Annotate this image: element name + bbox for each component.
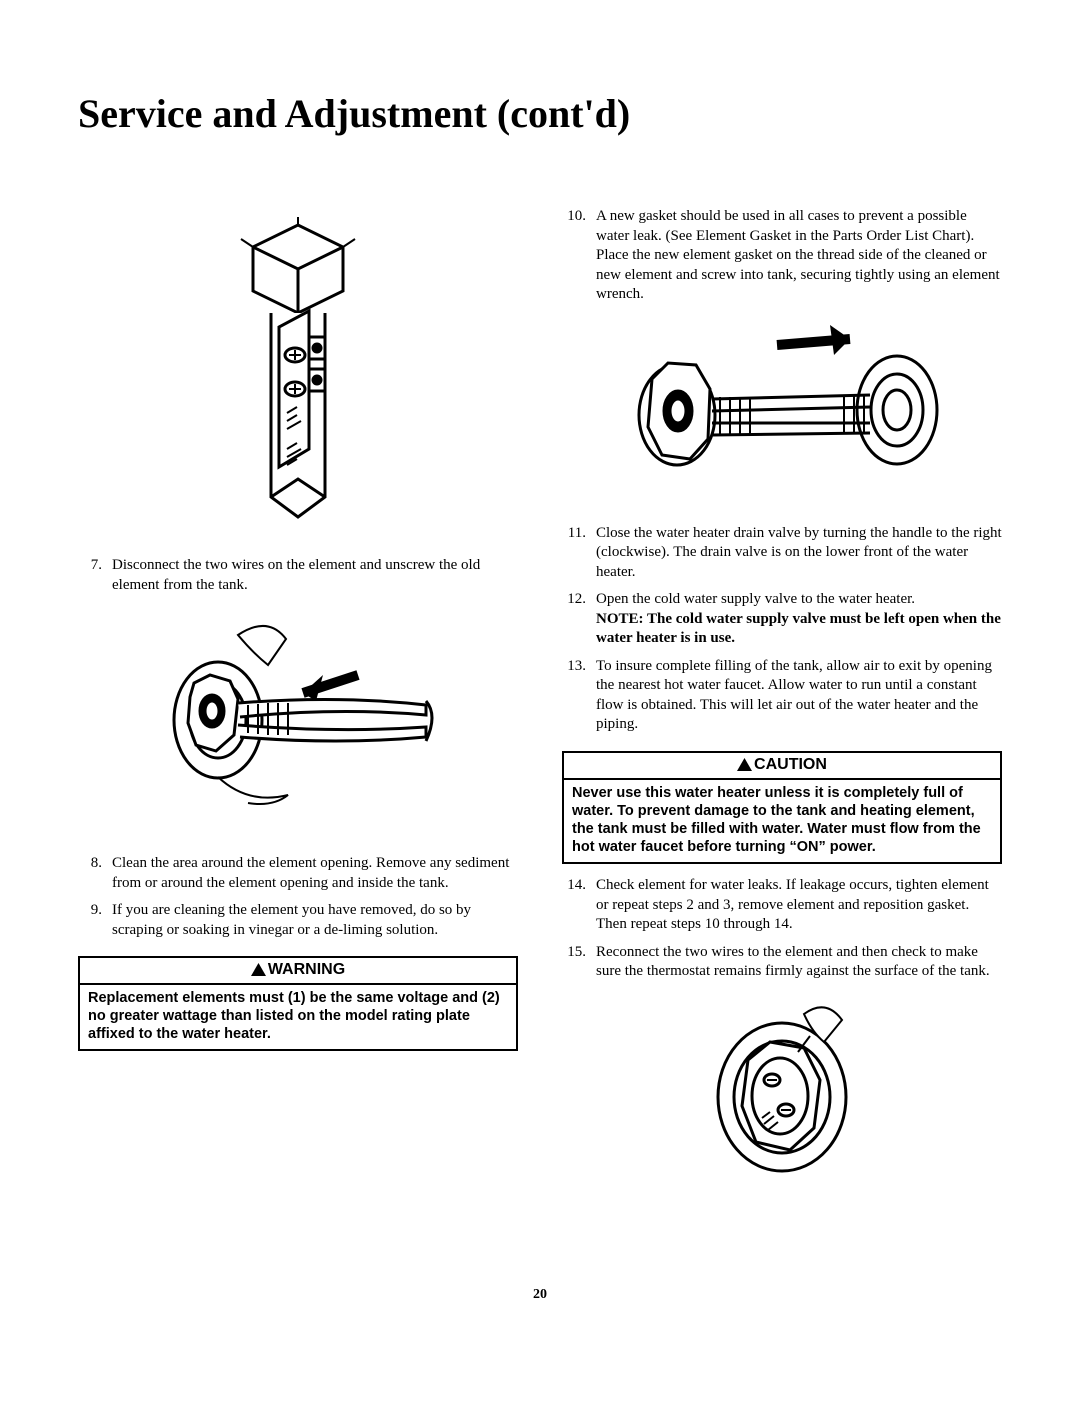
warning-label: WARNING: [268, 961, 345, 978]
two-column-layout: 7. Disconnect the two wires on the eleme…: [78, 207, 1002, 1211]
step-number: 9.: [78, 901, 112, 940]
step-text: Check element for water leaks. If leakag…: [596, 876, 1002, 935]
figure-element-face: [562, 992, 1002, 1187]
step-12-note: NOTE: The cold water supply valve must b…: [596, 611, 1001, 647]
caution-triangle-icon: [737, 758, 752, 776]
page-number: 20: [533, 1287, 547, 1303]
step-number: 13.: [562, 657, 596, 735]
step-number: 14.: [562, 876, 596, 935]
page-title: Service and Adjustment (cont'd): [78, 90, 1002, 137]
step-10: 10. A new gasket should be used in all c…: [562, 207, 1002, 305]
step-12-line1: Open the cold water supply valve to the …: [596, 591, 915, 607]
step-9: 9. If you are cleaning the element you h…: [78, 901, 518, 940]
caution-body: Never use this water heater unless it is…: [564, 780, 1000, 863]
step-text: Open the cold water supply valve to the …: [596, 590, 1002, 649]
step-number: 15.: [562, 943, 596, 982]
step-11: 11. Close the water heater drain valve b…: [562, 524, 1002, 583]
step-12: 12. Open the cold water supply valve to …: [562, 590, 1002, 649]
step-text: Clean the area around the element openin…: [112, 854, 518, 893]
figure-element-terminals: [78, 217, 518, 532]
warning-header: WARNING: [80, 958, 516, 985]
step-number: 10.: [562, 207, 596, 305]
step-8: 8. Clean the area around the element ope…: [78, 854, 518, 893]
step-text: Close the water heater drain valve by tu…: [596, 524, 1002, 583]
step-text: Disconnect the two wires on the element …: [112, 556, 518, 595]
step-number: 12.: [562, 590, 596, 649]
figure-install-element: [562, 315, 1002, 500]
step-13: 13. To insure complete filling of the ta…: [562, 657, 1002, 735]
step-15: 15. Reconnect the two wires to the eleme…: [562, 943, 1002, 982]
step-text: Reconnect the two wires to the element a…: [596, 943, 1002, 982]
warning-body: Replacement elements must (1) be the sam…: [80, 985, 516, 1049]
step-text: To insure complete filling of the tank, …: [596, 657, 1002, 735]
step-number: 8.: [78, 854, 112, 893]
left-column: 7. Disconnect the two wires on the eleme…: [78, 207, 518, 1211]
right-column: 10. A new gasket should be used in all c…: [562, 207, 1002, 1211]
caution-label: CAUTION: [754, 756, 827, 773]
step-text: If you are cleaning the element you have…: [112, 901, 518, 940]
caution-box: CAUTION Never use this water heater unle…: [562, 751, 1002, 865]
warning-triangle-icon: [251, 963, 266, 981]
caution-header: CAUTION: [564, 753, 1000, 780]
figure-remove-element: [78, 605, 518, 830]
step-number: 11.: [562, 524, 596, 583]
step-7: 7. Disconnect the two wires on the eleme…: [78, 556, 518, 595]
step-14: 14. Check element for water leaks. If le…: [562, 876, 1002, 935]
step-text: A new gasket should be used in all cases…: [596, 207, 1002, 305]
step-number: 7.: [78, 556, 112, 595]
warning-box: WARNING Replacement elements must (1) be…: [78, 956, 518, 1051]
